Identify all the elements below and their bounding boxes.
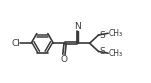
Text: S: S: [99, 31, 105, 40]
Text: O: O: [60, 55, 67, 64]
Text: N: N: [74, 22, 81, 31]
Text: Cl: Cl: [11, 39, 20, 48]
Text: S: S: [99, 47, 105, 56]
Text: CH₃: CH₃: [108, 29, 122, 38]
Text: CH₃: CH₃: [108, 49, 122, 58]
